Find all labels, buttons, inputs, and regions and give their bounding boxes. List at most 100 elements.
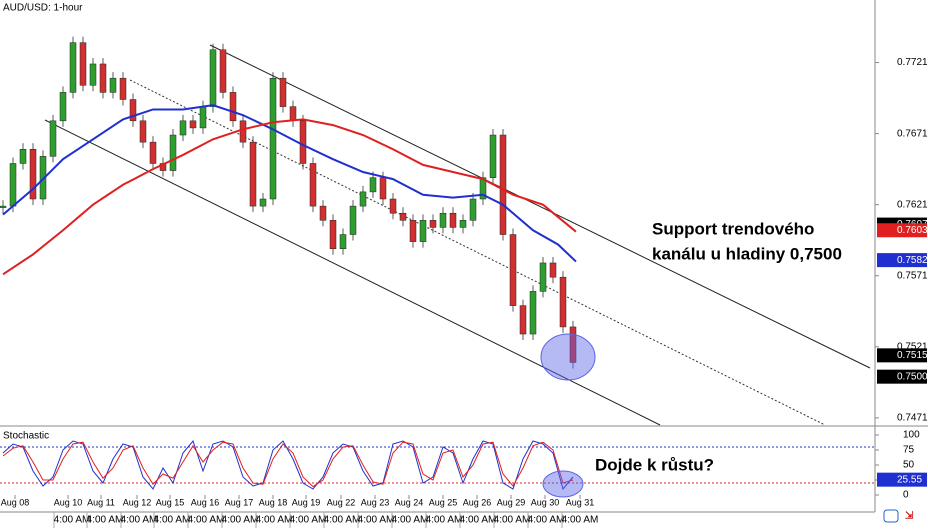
candle bbox=[199, 106, 207, 129]
y-tick-label: 0.7471 bbox=[897, 413, 928, 424]
candle bbox=[179, 120, 187, 136]
candle bbox=[59, 92, 67, 122]
y2-tick-label: 50 bbox=[903, 460, 915, 471]
x-tick-label: Aug 17 bbox=[225, 497, 254, 507]
icon[interactable] bbox=[883, 509, 899, 523]
candle bbox=[429, 220, 437, 228]
candle bbox=[219, 49, 227, 93]
candle bbox=[439, 212, 447, 228]
y-tick-label: 0.7671 bbox=[897, 128, 928, 139]
candle bbox=[9, 163, 17, 207]
stochastic-line bbox=[2, 441, 574, 488]
x-tick-label: Aug 24 bbox=[395, 497, 424, 507]
candle bbox=[49, 120, 57, 157]
candle bbox=[519, 305, 527, 335]
annotation: Dojde k růstu? bbox=[595, 455, 714, 474]
candle bbox=[529, 291, 537, 335]
x-tick-label: Aug 16 bbox=[191, 497, 220, 507]
icon[interactable]: ⇲ bbox=[905, 511, 914, 522]
time-tick-label: 4:00 AM bbox=[460, 515, 497, 526]
time-tick-label: 4:00 AM bbox=[256, 515, 293, 526]
annotation: kanálu u hladiny 0,7500 bbox=[652, 244, 842, 263]
time-tick-label: 4:00 AM bbox=[188, 515, 225, 526]
candle bbox=[289, 106, 297, 122]
candle bbox=[229, 92, 237, 122]
x-tick-label: Aug 10 bbox=[54, 497, 83, 507]
candle bbox=[139, 120, 147, 143]
y-tick-label: 0.7721 bbox=[897, 57, 928, 68]
indicator-title: Stochastic bbox=[3, 431, 49, 442]
candle bbox=[0, 205, 7, 208]
candle bbox=[389, 198, 397, 214]
candle bbox=[509, 234, 517, 306]
x-tick-label: Aug 19 bbox=[292, 497, 321, 507]
candle bbox=[379, 177, 387, 200]
time-tick-label: 4:00 AM bbox=[154, 515, 191, 526]
candle bbox=[459, 220, 467, 228]
price-marker-label: 0.7500 bbox=[897, 371, 928, 382]
candle bbox=[489, 134, 497, 178]
y2-tick-label: 100 bbox=[903, 430, 920, 441]
price-marker bbox=[877, 369, 927, 384]
x-tick-label: Aug 12 bbox=[123, 497, 152, 507]
candle bbox=[129, 99, 137, 122]
indicator-title-bg bbox=[0, 428, 44, 442]
time-tick-label: 4:00 AM bbox=[494, 515, 531, 526]
x-tick-label: Aug 31 bbox=[566, 497, 595, 507]
chart-title: AUD/USD: 1-hour bbox=[3, 3, 83, 14]
candle bbox=[349, 205, 357, 235]
moving-average bbox=[2, 118, 577, 276]
price-marker-label: 0.7515 bbox=[897, 350, 928, 361]
x-tick-label: Aug 30 bbox=[531, 497, 560, 507]
time-tick-label: 4:00 AM bbox=[222, 515, 259, 526]
candle bbox=[109, 77, 117, 93]
price-marker-label: 0.7603 bbox=[897, 225, 928, 236]
price-marker-label: 0.7582 bbox=[897, 255, 928, 266]
annotation: Support trendového bbox=[652, 219, 814, 238]
time-tick-label: 4:00 AM bbox=[324, 515, 361, 526]
candle bbox=[339, 234, 347, 249]
candle bbox=[359, 191, 367, 207]
candle bbox=[249, 141, 257, 207]
candle bbox=[39, 156, 47, 200]
candle bbox=[559, 276, 567, 328]
time-tick-label: 4:00 AM bbox=[528, 515, 565, 526]
price-marker bbox=[877, 472, 927, 487]
x-tick-label: Aug 22 bbox=[327, 497, 356, 507]
x-tick-label: Aug 29 bbox=[497, 497, 526, 507]
y2-tick-label: 75 bbox=[903, 445, 915, 456]
candle bbox=[449, 212, 457, 228]
candle bbox=[399, 212, 407, 221]
candle bbox=[419, 220, 427, 242]
price-marker-label: 25.55 bbox=[897, 474, 922, 485]
candle bbox=[79, 42, 87, 86]
highlight-circle bbox=[540, 333, 596, 381]
stochastic-line bbox=[2, 439, 574, 491]
y2-tick-label: 0 bbox=[903, 490, 909, 501]
moving-average bbox=[2, 104, 577, 263]
candle bbox=[259, 198, 267, 207]
candle bbox=[29, 148, 37, 200]
price-marker bbox=[877, 223, 927, 238]
candle bbox=[279, 77, 287, 107]
candle bbox=[269, 77, 277, 200]
x-tick-label: Aug 25 bbox=[429, 497, 458, 507]
candle bbox=[149, 141, 157, 164]
candle bbox=[319, 205, 327, 221]
candle bbox=[169, 134, 177, 171]
channel-lower bbox=[44, 119, 661, 426]
time-tick-label: 4:00 AM bbox=[87, 515, 124, 526]
x-tick-label: Aug 15 bbox=[156, 497, 185, 507]
price-marker bbox=[877, 253, 927, 268]
candle bbox=[479, 177, 487, 200]
time-tick-label: 4:00 AM bbox=[426, 515, 463, 526]
time-tick-label: 4:00 AM bbox=[562, 515, 599, 526]
time-tick-label: 4:00 AM bbox=[54, 515, 91, 526]
time-tick-label: 4:00 AM bbox=[392, 515, 429, 526]
candle bbox=[239, 120, 247, 143]
candle bbox=[89, 63, 97, 86]
time-tick-label: 4:00 AM bbox=[358, 515, 395, 526]
candle bbox=[499, 134, 507, 235]
